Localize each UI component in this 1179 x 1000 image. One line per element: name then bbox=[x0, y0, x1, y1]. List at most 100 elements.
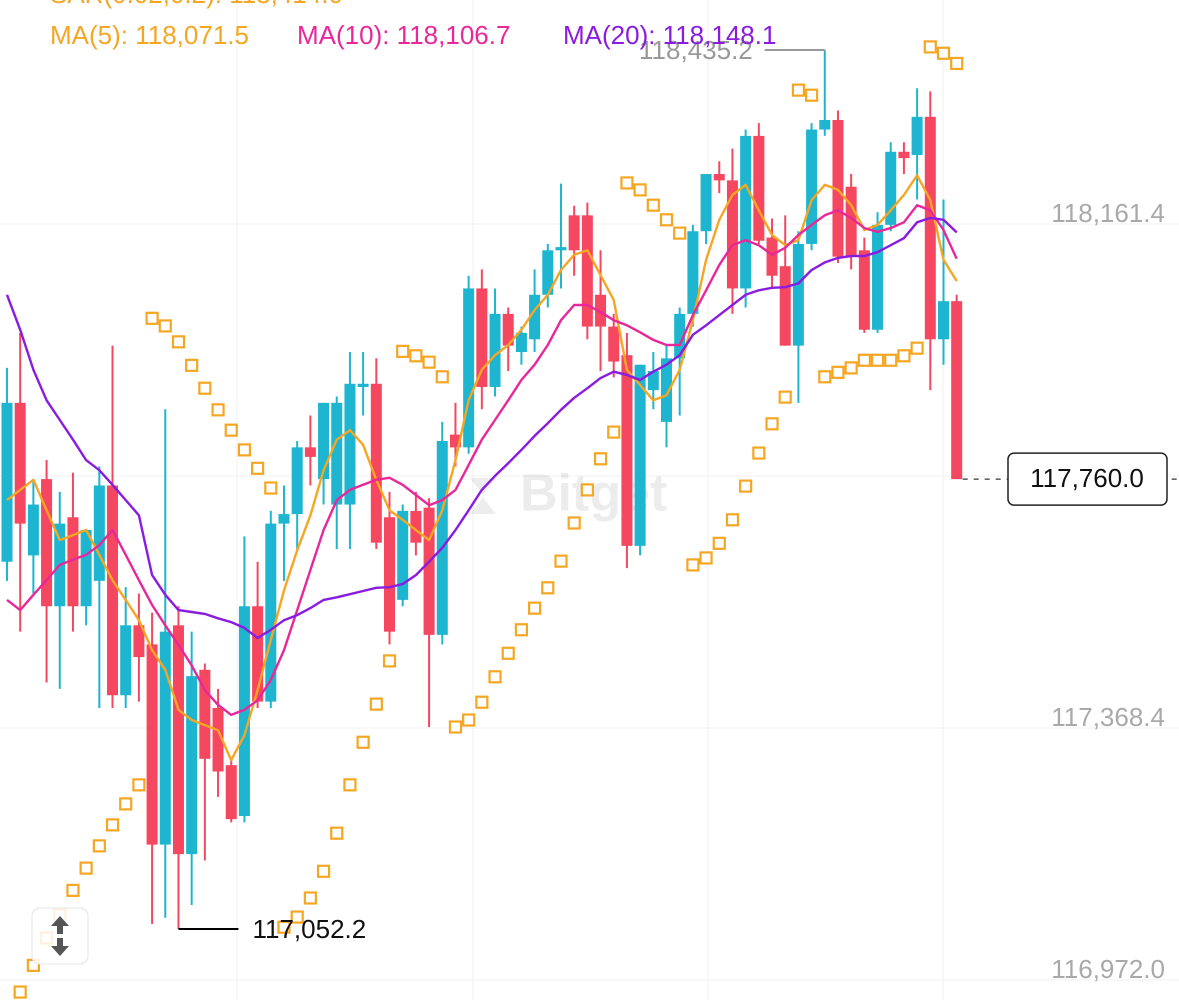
candle-body bbox=[107, 485, 119, 696]
sar-point bbox=[251, 461, 265, 475]
sar-point bbox=[752, 446, 766, 460]
sar-point bbox=[290, 910, 304, 924]
candle-body bbox=[1, 402, 13, 562]
button-icon bbox=[51, 916, 69, 956]
sar-point bbox=[145, 311, 159, 325]
sar-point bbox=[475, 695, 489, 709]
sar-point bbox=[541, 581, 555, 595]
scroll-button[interactable] bbox=[31, 907, 89, 965]
plot: 118,435.2 117,052.2 117,760.0 bbox=[1, 35, 1179, 999]
sar-point bbox=[739, 479, 753, 493]
candle-body bbox=[634, 364, 646, 546]
candle-body bbox=[80, 529, 92, 607]
candle-body bbox=[120, 625, 132, 696]
sar-point bbox=[659, 213, 674, 227]
candle-body bbox=[304, 447, 316, 457]
sar-point bbox=[211, 403, 225, 417]
candle-body bbox=[172, 625, 184, 855]
candle-body bbox=[436, 440, 448, 635]
ma-legend: MA(10): 118,106.7 bbox=[297, 20, 510, 50]
sar-point bbox=[607, 425, 621, 439]
sar-point bbox=[831, 365, 845, 379]
candle-body bbox=[159, 631, 171, 845]
candle-body bbox=[41, 479, 53, 607]
candle-body bbox=[713, 174, 725, 181]
candle-body bbox=[740, 135, 752, 289]
sar-point bbox=[686, 558, 700, 572]
candle-body bbox=[806, 129, 818, 244]
candle-body bbox=[674, 313, 686, 359]
sar-point bbox=[804, 88, 819, 102]
candle-body bbox=[647, 371, 659, 391]
candle-body bbox=[199, 669, 211, 759]
sar-point bbox=[870, 353, 885, 367]
sar-point bbox=[580, 483, 594, 497]
candle-body bbox=[384, 517, 396, 632]
sar-point bbox=[79, 861, 93, 875]
candle-body bbox=[858, 250, 870, 330]
last-price-label: 117,760.0 bbox=[1030, 463, 1144, 493]
sar-point bbox=[171, 335, 186, 349]
sar-point bbox=[765, 417, 779, 431]
candle-body bbox=[779, 266, 791, 346]
candle-body bbox=[911, 116, 923, 155]
sar-point bbox=[92, 839, 106, 853]
sar-point bbox=[501, 646, 515, 660]
sar-point bbox=[343, 778, 357, 792]
sar-point bbox=[488, 670, 502, 684]
ma-line bbox=[6, 174, 958, 762]
candle-body bbox=[766, 237, 778, 276]
candle-body bbox=[93, 485, 105, 581]
sar-point bbox=[330, 826, 344, 840]
watermark-logo bbox=[470, 478, 496, 514]
candle-body bbox=[621, 355, 633, 546]
candle-body bbox=[661, 358, 672, 422]
candle-body bbox=[67, 517, 79, 607]
candle-body bbox=[291, 447, 303, 515]
sar-point bbox=[409, 349, 423, 363]
sar-point bbox=[910, 341, 924, 355]
time-grid bbox=[236, 0, 944, 1000]
high-label: 118,435.2 bbox=[639, 35, 753, 65]
candle-body bbox=[753, 135, 765, 241]
sar-point bbox=[185, 358, 199, 372]
ma-line bbox=[5, 216, 958, 640]
sar-point bbox=[277, 920, 291, 934]
sar-point bbox=[554, 554, 568, 568]
sar-point bbox=[673, 226, 687, 240]
sar-point bbox=[818, 370, 832, 384]
sar-point bbox=[316, 864, 331, 878]
candle-body bbox=[370, 383, 382, 543]
sar-point bbox=[791, 83, 806, 97]
button-frame[interactable] bbox=[31, 907, 89, 965]
sar-point bbox=[66, 883, 80, 897]
candle-body bbox=[318, 402, 330, 480]
sar-point bbox=[646, 198, 660, 212]
candle-body bbox=[872, 224, 884, 330]
sar-point bbox=[712, 536, 726, 550]
sar-point bbox=[198, 381, 212, 395]
sar-point bbox=[699, 551, 713, 565]
sar-point bbox=[448, 720, 463, 734]
sar-point bbox=[725, 513, 740, 527]
candle-body bbox=[146, 644, 158, 845]
sar-point bbox=[844, 361, 858, 375]
candle-body bbox=[687, 231, 699, 314]
sar-point bbox=[13, 985, 27, 999]
candle-body bbox=[278, 514, 290, 524]
sar-point bbox=[356, 735, 370, 749]
sar-point bbox=[778, 390, 792, 404]
candle-body bbox=[529, 294, 541, 340]
sar-point bbox=[422, 355, 436, 369]
low-label: 117,052.2 bbox=[252, 914, 366, 944]
candle-body bbox=[542, 250, 554, 295]
sar-point bbox=[950, 56, 964, 71]
candle-body bbox=[700, 174, 712, 232]
legend: SAR(0.02,0.2): 118,414.0 MA(5): 118,071.5… bbox=[50, 0, 776, 50]
sar-point bbox=[396, 344, 410, 358]
sar-point bbox=[897, 349, 911, 363]
candle-body bbox=[463, 288, 475, 448]
candle-body bbox=[937, 301, 949, 340]
